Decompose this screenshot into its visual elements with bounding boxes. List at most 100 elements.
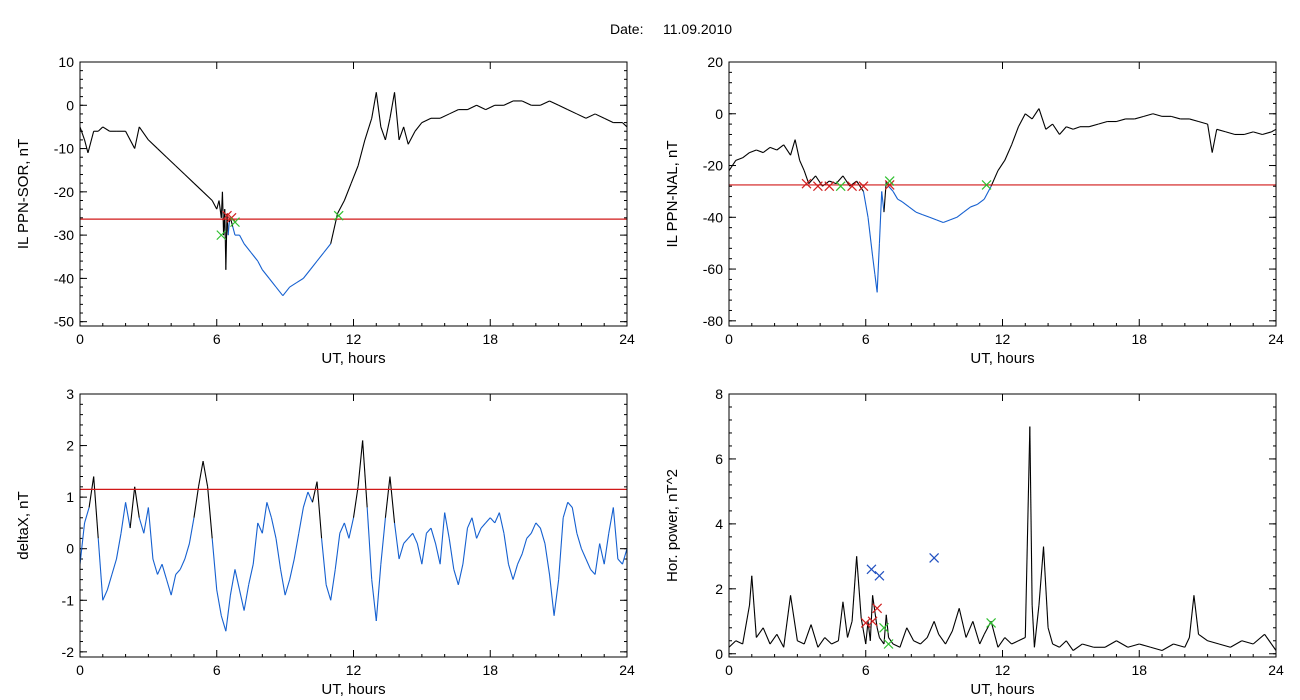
y-axis-title: Hor. power, nT^2 <box>664 469 681 582</box>
y-tick-label: -20 <box>703 158 723 174</box>
series-line-segment <box>480 522 487 529</box>
series-line-segment <box>507 564 514 580</box>
y-tick-label: 4 <box>715 516 723 532</box>
y-tick-label: -30 <box>54 227 74 243</box>
series-line-segment <box>949 216 958 221</box>
y-tick-label: 6 <box>715 451 723 467</box>
series-line-segment <box>161 564 168 580</box>
series-line-segment <box>302 269 311 279</box>
marker-stroke <box>884 180 895 190</box>
series-line-segment <box>1189 118 1199 123</box>
series-line-segment <box>227 222 230 236</box>
series-line-segment <box>1059 640 1067 648</box>
series-line-segment <box>1262 131 1272 135</box>
series-line-segment <box>97 126 104 132</box>
series-line-segment <box>234 569 241 591</box>
series-line-segment <box>1116 118 1126 123</box>
series-line-segment <box>621 548 627 565</box>
series-line-segment <box>111 558 117 575</box>
series-line-segment <box>1207 124 1213 153</box>
series-line-segment <box>603 117 614 124</box>
y-tick-label: 8 <box>715 386 723 402</box>
marker-red <box>847 181 857 192</box>
series-line-segment <box>776 144 785 151</box>
series-line-segment <box>878 637 883 642</box>
series-line-segment <box>1088 123 1099 128</box>
series-line-segment <box>1161 643 1174 651</box>
series-line-segment <box>220 615 227 632</box>
series-line-segment <box>380 517 386 565</box>
series-line-segment <box>407 532 414 539</box>
series-line-segment <box>1047 627 1054 645</box>
series-line-segment <box>908 206 917 213</box>
series-line-segment <box>956 211 965 218</box>
series-line-segment <box>229 569 236 596</box>
series-line-segment <box>485 517 491 524</box>
series-line-segment <box>426 527 432 534</box>
series-line-segment <box>350 165 359 184</box>
series-line-segment <box>316 481 323 539</box>
series-line-segment <box>862 191 869 218</box>
series-line-segment <box>1188 595 1195 638</box>
series-line-segment <box>856 556 862 619</box>
marker-stroke <box>981 180 992 190</box>
series-line-segment <box>143 507 149 534</box>
marker-green <box>981 180 992 190</box>
series-line-segment <box>471 517 478 539</box>
x-tick-label: 24 <box>1268 662 1284 678</box>
series-line-segment <box>762 146 771 154</box>
marker-stroke <box>812 181 823 192</box>
chart-panel-2: 0 6 12 18 24 20 0 -20 -40 -60 -80 UT, hours IL PPN-N… <box>664 54 1284 367</box>
series-line-segment <box>462 528 469 565</box>
series-line-segment <box>1127 643 1140 648</box>
series-line-segment <box>1011 640 1019 645</box>
y-tick-label: 0 <box>715 646 723 662</box>
series-line-segment <box>284 579 291 596</box>
series-line-segment <box>179 558 186 570</box>
x-tick-label: 0 <box>76 662 84 678</box>
chart-panel-1: 0 6 12 18 24 10 0 -10 -20 -30 -40 -50 UT, hours IL PP… <box>15 54 635 367</box>
series-line-segment <box>869 595 874 641</box>
series-line-segment <box>1104 640 1117 648</box>
series-line-segment <box>184 543 190 560</box>
marker-red <box>884 180 895 190</box>
series-line-segment <box>1253 131 1263 135</box>
plot-frame <box>79 61 628 327</box>
series-line-segment <box>207 486 213 539</box>
series-line-segment <box>1029 426 1033 606</box>
series-line-segment <box>1252 633 1265 645</box>
series-line-segment <box>202 191 213 201</box>
marker-red <box>824 181 835 192</box>
series-line-segment <box>997 637 1006 648</box>
series-line-segment <box>416 543 423 565</box>
series-line-segment <box>762 627 771 645</box>
marker-green <box>333 210 344 221</box>
series-line-segment <box>250 252 259 262</box>
x-axis-title: UT, hours <box>321 350 385 367</box>
series-line-segment <box>1059 126 1067 135</box>
y-tick-label: 2 <box>66 438 74 454</box>
series-line-segment <box>380 126 386 141</box>
series-line-segment <box>393 522 400 560</box>
series-line-segment <box>1241 640 1254 645</box>
series-line-segment <box>348 517 355 539</box>
series-line-segment <box>742 604 751 645</box>
plot-area <box>729 426 1276 652</box>
series-line-segment <box>115 533 122 560</box>
series-line-segment <box>334 533 341 570</box>
series-line-segment <box>88 476 95 508</box>
y-tick-label: -10 <box>54 141 74 157</box>
series-line-segment <box>562 502 569 518</box>
series-line-segment <box>330 569 336 601</box>
series-line-segment <box>512 564 519 580</box>
marker-red <box>867 616 878 627</box>
series-line-segment <box>467 104 477 111</box>
series-line-segment <box>489 517 496 524</box>
series-line-segment <box>1116 640 1129 648</box>
series-line-segment <box>1018 637 1026 642</box>
series-line-segment <box>298 507 304 534</box>
series-line-segment <box>817 637 826 648</box>
series-line-segment <box>783 595 792 648</box>
series-line-segment <box>1225 131 1236 135</box>
